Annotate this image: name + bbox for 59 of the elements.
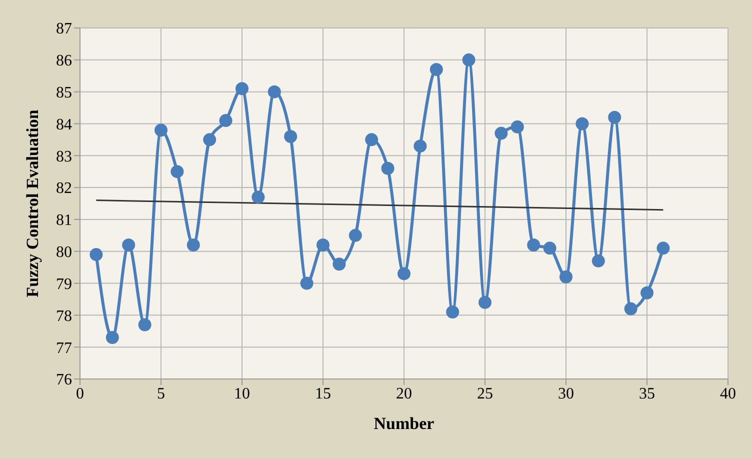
point [365,133,378,146]
y-tick-label: 84 [56,116,72,134]
x-tick-label: 10 [234,385,250,402]
x-tick-label: 25 [477,385,493,402]
point [462,53,476,66]
y-tick-label: 78 [56,308,72,325]
x-tick-label: 15 [315,385,331,402]
point [414,140,427,153]
y-tick-label: 85 [56,84,72,102]
point [576,117,589,130]
point [219,114,232,128]
point [608,110,622,124]
point [138,318,152,332]
y-tick-label: 83 [56,148,72,166]
point [186,238,200,252]
x-tick-label: 0 [76,385,84,402]
point [381,162,394,175]
point [268,85,281,98]
x-tick-label: 40 [720,385,736,402]
point [624,302,638,316]
point [170,165,184,178]
y-tick-label: 82 [56,180,72,198]
point [640,286,654,300]
point [122,238,136,252]
y-tick-label: 79 [56,276,72,293]
y-tick-label: 77 [56,340,72,357]
y-axis-title: Fuzzy Control Evaluation [23,109,42,298]
x-tick-label: 30 [558,385,574,402]
y-tick-label: 76 [56,372,72,389]
point [332,258,346,271]
y-tick-label: 81 [56,212,72,230]
point [284,130,298,143]
x-tick-label: 35 [639,385,655,402]
x-axis-title: Number [374,414,435,433]
point [494,126,508,140]
point [203,133,216,146]
point [560,270,572,284]
point [446,305,460,318]
y-tick-label: 87 [56,20,72,38]
point [592,254,605,268]
point [478,296,492,309]
point [300,276,314,290]
x-tick-label: 5 [157,385,165,402]
point [348,228,362,242]
y-tick-label: 86 [56,52,72,70]
point [316,238,330,252]
point [510,120,524,134]
y-tick-label: 80 [56,244,72,262]
point [90,248,103,262]
point [543,242,556,255]
point [252,190,265,204]
point [236,82,248,96]
point [398,267,410,280]
point [430,62,443,76]
point [154,124,168,137]
point [527,238,540,252]
x-tick-label: 20 [396,385,412,402]
point [106,331,119,344]
point [656,242,670,255]
